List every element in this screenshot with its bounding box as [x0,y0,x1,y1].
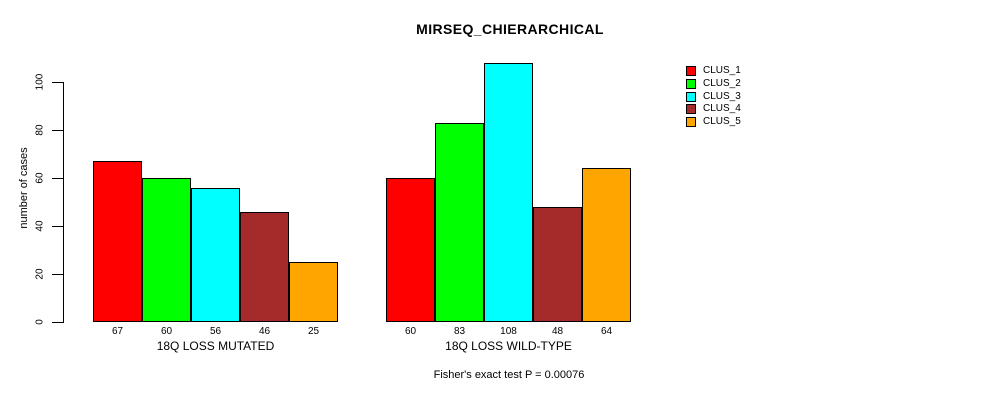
bar-value-label: 25 [307,326,320,337]
legend-swatch-clus_2 [686,78,696,89]
legend-label-clus_4: CLUS_4 [703,103,741,115]
y-axis-tick-label: 20 [34,268,46,280]
annotation-text: Fisher's exact test P = 0.00076 [433,369,585,381]
bar-clus_4-group2 [533,206,582,322]
y-axis-tick [52,226,63,227]
bar-clus_2-group1 [142,178,191,322]
y-axis-tick-label: 100 [34,73,46,91]
bar-value-label: 56 [209,326,222,337]
y-axis-tick-label: 40 [34,220,46,232]
bar-clus_1-group2 [386,178,435,322]
bar-clus_3-group1 [191,187,240,322]
bar-value-label: 46 [258,326,271,337]
bar-clus_5-group1 [289,262,338,322]
bar-clus_1-group1 [93,161,142,322]
bar-value-label: 108 [500,326,517,337]
legend-label-clus_2: CLUS_2 [703,77,741,89]
y-axis-tick [52,274,63,275]
bar-value-label: 67 [111,326,124,337]
chart-title: MIRSEQ_CHIERARCHICAL [416,21,604,37]
y-axis-tick-label: 80 [34,124,46,136]
legend-label-clus_5: CLUS_5 [703,116,741,128]
y-axis-tick-label: 0 [34,319,46,325]
bar-value-label: 60 [160,326,173,337]
y-axis-tick-label: 60 [34,172,46,184]
y-axis-tick [52,130,63,131]
y-axis-tick [52,82,63,83]
bar-value-label: 60 [404,326,417,337]
bar-value-label: 83 [453,326,466,337]
bar-value-label: 64 [600,326,613,337]
group-label-1: 18Q LOSS MUTATED [156,339,275,353]
legend-swatch-clus_4 [686,104,696,115]
y-axis-tick [52,322,63,323]
legend-label-clus_1: CLUS_1 [703,65,741,76]
bar-clus_2-group2 [435,122,484,322]
bar-clus_4-group1 [240,211,289,322]
group-label-2: 18Q LOSS WILD-TYPE [445,339,572,353]
bar-clus_3-group2 [484,62,533,322]
legend-swatch-clus_1 [686,66,696,76]
bar-value-label: 48 [551,326,564,337]
legend-label-clus_3: CLUS_3 [703,90,741,102]
y-axis-line [63,82,64,323]
legend-swatch-clus_5 [686,117,696,128]
legend-swatch-clus_3 [686,91,696,102]
bar-clus_5-group2 [582,168,631,322]
y-axis-label: number of cases [18,147,30,229]
y-axis-tick [52,178,63,179]
